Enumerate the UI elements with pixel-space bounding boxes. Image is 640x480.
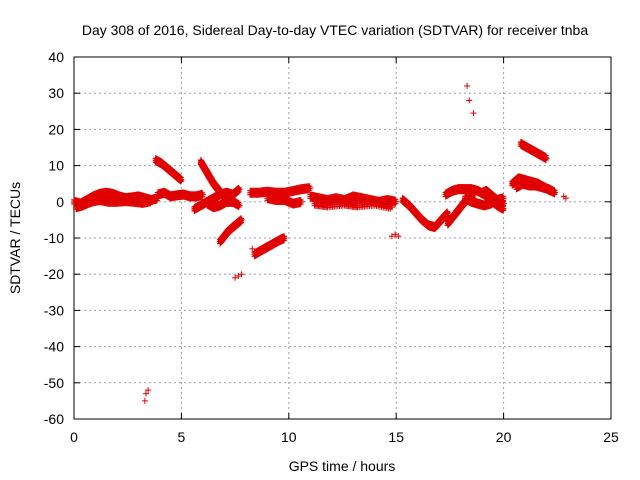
y-tick-label: 0 — [56, 194, 64, 210]
data-point — [466, 97, 473, 104]
x-tick-label: 5 — [178, 429, 186, 445]
x-axis-label: GPS time / hours — [289, 458, 396, 474]
y-axis-label: SDTVAR / TECUs — [7, 182, 23, 294]
x-tick-label: 15 — [388, 429, 404, 445]
x-tick-label: 25 — [603, 429, 619, 445]
x-tick-label: 10 — [281, 429, 297, 445]
x-tick-label: 20 — [496, 429, 512, 445]
y-tick-label: -10 — [44, 230, 64, 246]
y-tick-label: -50 — [44, 375, 64, 391]
axis-ticks: 0 5 10 15 20 25 40 30 20 10 0 -10 -20 -30 -40 -50 -60 — [44, 49, 619, 445]
x-tick-label: 0 — [70, 429, 78, 445]
data-point — [464, 82, 471, 89]
y-tick-label: -20 — [44, 266, 64, 282]
y-tick-label: 20 — [48, 121, 64, 137]
data-point — [470, 110, 477, 117]
data-point — [148, 198, 155, 205]
y-tick-label: 30 — [48, 85, 64, 101]
data-points — [71, 82, 569, 404]
grid-lines — [74, 57, 611, 419]
y-tick-label: -40 — [44, 339, 64, 355]
y-tick-label: -60 — [44, 411, 64, 427]
data-point — [141, 397, 148, 404]
y-tick-label: 40 — [48, 49, 64, 65]
chart-title: Day 308 of 2016, Sidereal Day-to-day VTE… — [82, 22, 589, 38]
y-tick-label: 10 — [48, 158, 64, 174]
y-tick-label: -30 — [44, 302, 64, 318]
